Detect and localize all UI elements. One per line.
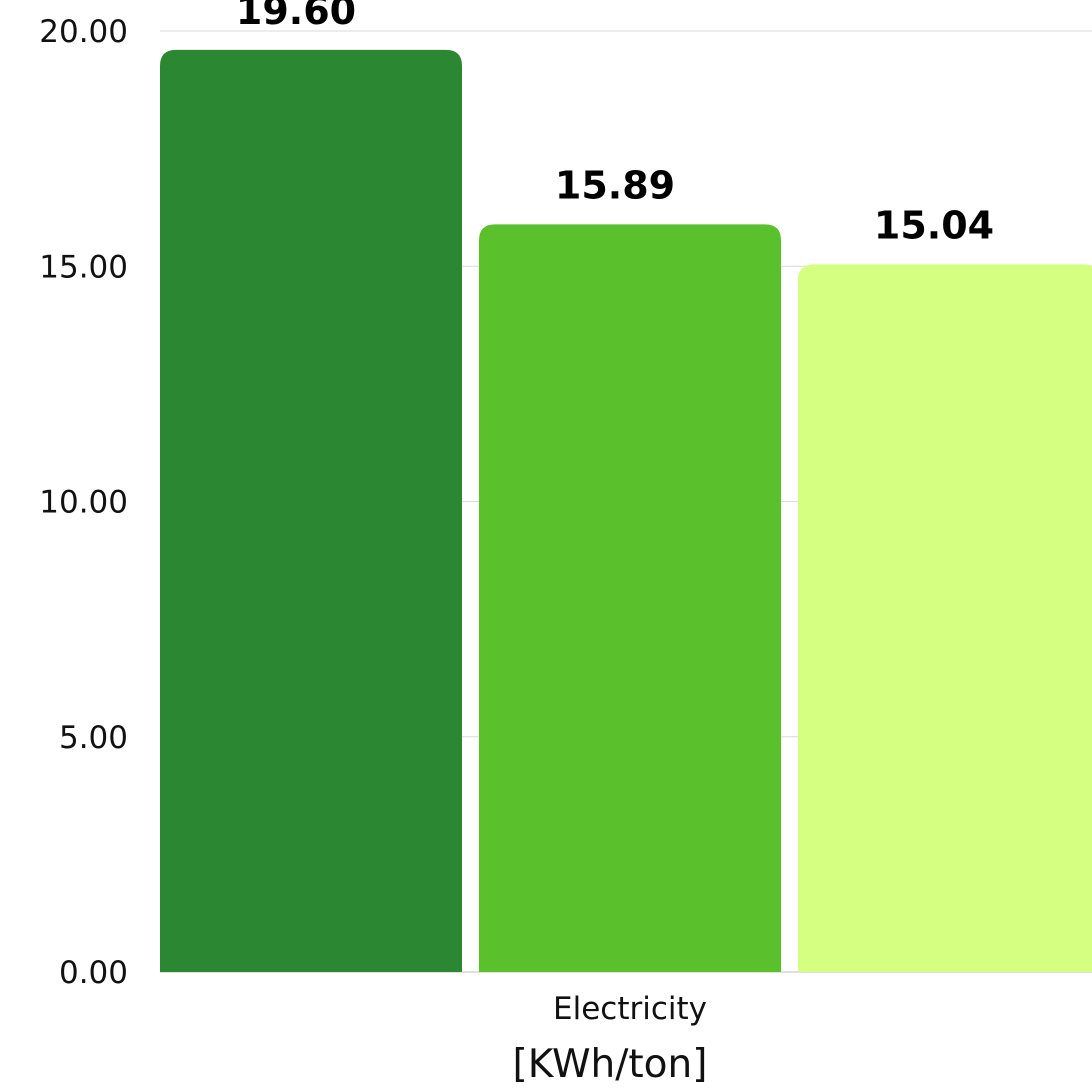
y-tick-label-1: 5.00 (59, 720, 128, 756)
bar-2 (798, 264, 1092, 972)
bar-1 (479, 224, 781, 973)
y-tick-label-4: 20.00 (39, 14, 128, 50)
bar-value-label-1: 15.89 (555, 163, 675, 207)
labels: 0.00 5.00 10.00 15.00 20.00 19.60 15.89 15.04 El… (39, 0, 994, 1087)
bar-value-label-0: 19.60 (236, 0, 356, 33)
y-tick-label-3: 15.00 (39, 249, 128, 285)
bar-0 (160, 49, 462, 972)
bars (160, 49, 1092, 973)
bar-value-label-2: 15.04 (874, 203, 994, 247)
x-category-unit-label: [KWh/ton] (513, 1042, 708, 1087)
x-category-label-0: Electricity (553, 991, 707, 1027)
y-tick-label-0: 0.00 (59, 955, 128, 991)
y-tick-label-2: 10.00 (39, 485, 128, 521)
